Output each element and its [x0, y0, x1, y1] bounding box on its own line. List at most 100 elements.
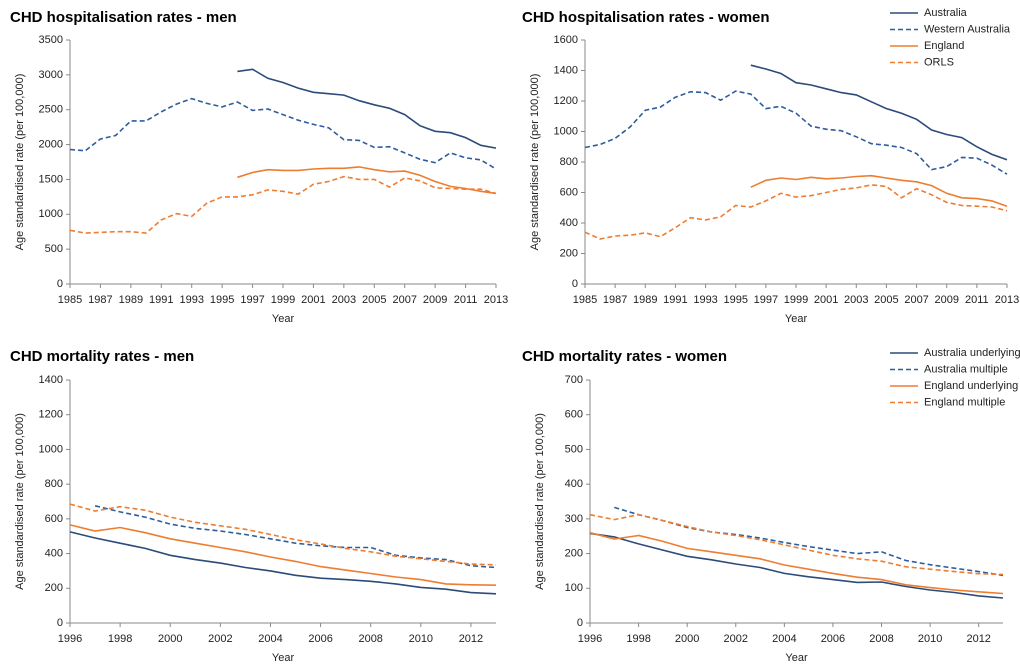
x-axis-label: Year [785, 652, 808, 664]
chart-title: CHD mortality rates - women [522, 348, 727, 365]
series-line [589, 532, 1004, 599]
y-tick-label: 0 [57, 617, 63, 629]
x-tick-label: 1987 [88, 294, 112, 306]
y-tick-label: 200 [565, 547, 583, 559]
x-tick-label: 1993 [693, 294, 717, 306]
series-line [614, 506, 1004, 577]
y-axis-label: Age standardised rate (per 100,000) [529, 74, 541, 251]
x-tick-label: 2011 [965, 294, 989, 306]
legend-label: England [924, 40, 964, 52]
x-tick-label: 2004 [258, 633, 282, 645]
x-tick-label: 2009 [934, 294, 958, 306]
y-tick-label: 300 [565, 513, 583, 525]
y-tick-label: 700 [565, 374, 583, 386]
x-tick-label: 2000 [158, 633, 182, 645]
x-tick-label: 1987 [603, 294, 627, 306]
legend-label: Australia multiple [924, 363, 1008, 375]
series-line [750, 64, 1008, 161]
x-tick-label: 2009 [423, 294, 447, 306]
x-tick-label: 2010 [918, 633, 942, 645]
x-axis-label: Year [272, 652, 295, 664]
y-tick-label: 1600 [554, 34, 578, 46]
x-tick-label: 1985 [573, 294, 597, 306]
series-line [237, 68, 497, 149]
x-axis-label: Year [272, 313, 295, 325]
legend-label: England underlying [924, 380, 1018, 392]
y-tick-label: 800 [45, 478, 63, 490]
x-tick-label: 2003 [844, 294, 868, 306]
x-tick-label: 2007 [904, 294, 928, 306]
y-tick-label: 200 [560, 247, 578, 259]
x-tick-label: 1996 [58, 633, 82, 645]
x-tick-label: 1998 [626, 633, 650, 645]
x-tick-label: 2004 [772, 633, 796, 645]
x-tick-label: 1999 [784, 294, 808, 306]
y-tick-label: 1200 [554, 95, 578, 107]
y-tick-label: 1000 [39, 208, 63, 220]
y-tick-label: 0 [577, 617, 583, 629]
legend-label: Australia underlying [924, 347, 1020, 359]
series-line [69, 97, 497, 170]
x-tick-label: 1989 [119, 294, 143, 306]
x-tick-label: 1996 [578, 633, 602, 645]
x-tick-label: 2007 [392, 294, 416, 306]
x-tick-label: 2012 [459, 633, 483, 645]
legend-label: England multiple [924, 396, 1005, 408]
x-tick-label: 2010 [409, 633, 433, 645]
y-tick-label: 600 [45, 513, 63, 525]
y-tick-label: 0 [572, 278, 578, 290]
x-tick-label: 2002 [724, 633, 748, 645]
y-tick-label: 200 [45, 582, 63, 594]
series-line [584, 90, 1008, 175]
series-line [589, 513, 1004, 576]
x-tick-label: 1995 [210, 294, 234, 306]
y-tick-label: 0 [57, 278, 63, 290]
x-tick-label: 2008 [869, 633, 893, 645]
series-line [750, 174, 1008, 207]
y-axis-label: Age standardised rate (per 100,000) [534, 413, 546, 590]
series-line [69, 531, 497, 595]
y-tick-label: 2000 [39, 138, 63, 150]
series-line [584, 184, 1008, 240]
y-tick-label: 3500 [39, 34, 63, 46]
x-tick-label: 2001 [301, 294, 325, 306]
x-tick-label: 2008 [358, 633, 382, 645]
x-tick-label: 2013 [484, 294, 508, 306]
legend-label: Australia [924, 7, 968, 19]
x-tick-label: 1991 [149, 294, 173, 306]
x-tick-label: 2011 [454, 294, 478, 306]
y-tick-label: 1400 [554, 64, 578, 76]
legend-label: ORLS [924, 56, 954, 68]
y-tick-label: 400 [565, 478, 583, 490]
y-tick-label: 1000 [554, 125, 578, 137]
y-tick-label: 800 [560, 156, 578, 168]
y-tick-label: 1500 [39, 173, 63, 185]
x-tick-label: 2012 [966, 633, 990, 645]
x-tick-label: 1997 [754, 294, 778, 306]
y-tick-label: 600 [560, 186, 578, 198]
chart-title: CHD hospitalisation rates - men [10, 9, 237, 26]
x-tick-label: 1999 [271, 294, 295, 306]
y-axis-label: Age standardised rate (per 100,000) [14, 74, 26, 251]
series-line [69, 175, 497, 234]
y-tick-label: 100 [565, 582, 583, 594]
series-line [94, 505, 497, 569]
x-tick-label: 1997 [240, 294, 264, 306]
x-tick-label: 2001 [814, 294, 838, 306]
chart-title: CHD hospitalisation rates - women [522, 9, 770, 26]
legend-label: Western Australia [924, 23, 1011, 35]
series-line [69, 503, 497, 566]
y-tick-label: 1400 [39, 374, 63, 386]
y-tick-label: 500 [45, 243, 63, 255]
x-tick-label: 2003 [332, 294, 356, 306]
x-tick-label: 2006 [308, 633, 332, 645]
y-tick-label: 400 [45, 547, 63, 559]
x-tick-label: 2005 [362, 294, 386, 306]
y-tick-label: 1000 [39, 443, 63, 455]
chart-title: CHD mortality rates - men [10, 348, 194, 365]
y-tick-label: 500 [565, 443, 583, 455]
x-tick-label: 1993 [179, 294, 203, 306]
x-tick-label: 1989 [633, 294, 657, 306]
y-axis-label: Age standardised rate (per 100,000) [14, 413, 26, 590]
y-tick-label: 1200 [39, 409, 63, 421]
